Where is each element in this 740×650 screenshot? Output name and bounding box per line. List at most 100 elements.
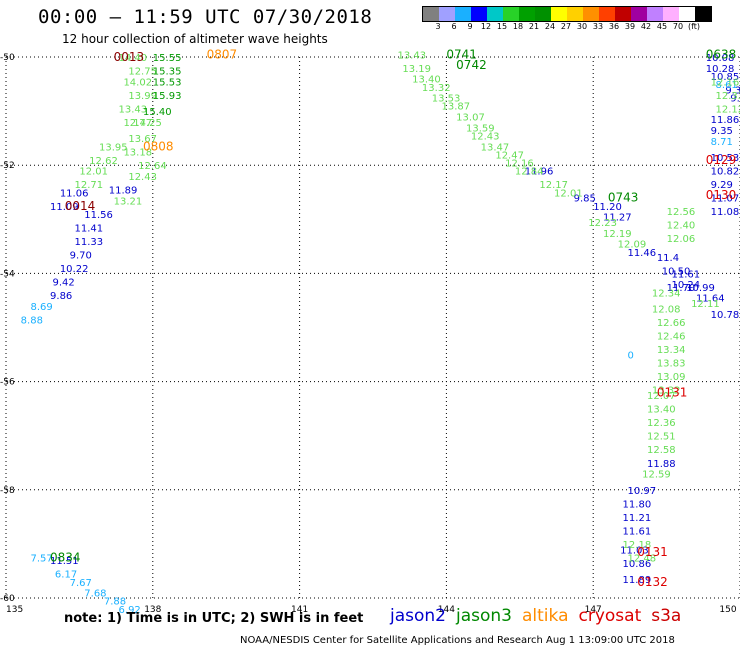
wave-height-point: 9.35 bbox=[711, 126, 733, 137]
satellite-label-jason3: jason3 bbox=[456, 606, 512, 626]
wave-height-point: 12.33 bbox=[716, 91, 740, 102]
wave-height-point: 12.59 bbox=[642, 470, 671, 481]
wave-height-point: 10.78 bbox=[711, 310, 740, 321]
pass-time-label: 0131 bbox=[637, 545, 668, 559]
wave-height-point: 9.36 bbox=[725, 85, 740, 96]
wave-height-point: 10.22 bbox=[60, 264, 89, 275]
wave-height-point: 11.89 bbox=[109, 186, 138, 197]
lon-tick-label: 150 bbox=[719, 605, 736, 615]
wave-height-point: 15.53 bbox=[153, 77, 182, 88]
wave-height-point: 13.40 bbox=[647, 405, 676, 416]
wave-height-point: 13.43 bbox=[119, 104, 148, 115]
wave-height-point: 13.32 bbox=[422, 83, 451, 94]
legend-tick: 6 bbox=[451, 22, 457, 31]
wave-height-point: 11.61 bbox=[623, 526, 652, 537]
wave-height-point: 12.75 bbox=[128, 67, 157, 78]
legend-swatch bbox=[535, 7, 551, 21]
lat-tick-label: -56 bbox=[0, 378, 15, 388]
wave-height-point: 11.41 bbox=[75, 223, 104, 234]
wave-height-point: 9.42 bbox=[52, 278, 74, 289]
wave-height-point: 15.93 bbox=[153, 91, 182, 102]
wave-height-point: 15.40 bbox=[143, 107, 172, 118]
wave-height-point: 11.33 bbox=[75, 237, 104, 248]
legend-tick: 39 bbox=[624, 22, 636, 31]
wave-height-point: 12.36 bbox=[647, 418, 676, 429]
pass-time-label: 0132 bbox=[637, 575, 668, 589]
wave-height-point: 11.61 bbox=[671, 269, 700, 280]
pass-time-label: 0131 bbox=[657, 385, 688, 399]
lat-tick-label: -52 bbox=[0, 161, 15, 171]
wave-height-point: 12.08 bbox=[652, 305, 681, 316]
wave-height-point: 11.20 bbox=[593, 202, 622, 213]
legend-swatch bbox=[583, 7, 599, 21]
wave-height-point: 7.68 bbox=[84, 589, 106, 600]
wave-height-point: 8.61 bbox=[716, 80, 738, 91]
lon-tick-label: 144 bbox=[438, 605, 455, 615]
wave-height-point: 11.64 bbox=[696, 294, 725, 305]
wave-height-point: 12.48 bbox=[627, 553, 656, 564]
wave-height-point: 12.11 bbox=[691, 299, 720, 310]
wave-height-point: 10.53 bbox=[711, 153, 740, 164]
wave-height-point: 9.87 bbox=[730, 94, 740, 105]
wave-height-point: 12.09 bbox=[618, 240, 647, 251]
legend-tick: 12 bbox=[480, 22, 492, 31]
wave-height-point: 10.28 bbox=[706, 64, 735, 75]
footer-note: note: 1) Time is in UTC; 2) SWH is in fe… bbox=[64, 611, 364, 626]
legend-tick: 70 bbox=[672, 22, 684, 31]
pass-time-label: 0741 bbox=[446, 47, 477, 61]
wave-height-point: 13.53 bbox=[432, 94, 461, 105]
wave-height-point: 12.66 bbox=[657, 318, 686, 329]
wave-height-point: 10.50 bbox=[662, 267, 691, 278]
wave-height-point: 12.19 bbox=[603, 229, 632, 240]
wave-height-point: 13.09 bbox=[657, 372, 686, 383]
wave-height-point: 10.82 bbox=[711, 167, 740, 178]
wave-height-point: 11.51 bbox=[50, 556, 79, 567]
wave-height-point: 13.59 bbox=[466, 123, 495, 134]
wave-height-point: 10.24 bbox=[671, 280, 700, 291]
satellite-label-altika: altika bbox=[522, 606, 569, 626]
wave-height-points: 11.06 11.09 11.89 11.56 11.41 11.33 9.70 10.22 9… bbox=[21, 50, 740, 616]
wave-height-point: 12.07 bbox=[647, 391, 676, 402]
wave-height-point: 7.57 bbox=[30, 553, 52, 564]
lat-tick-label: -50 bbox=[0, 53, 15, 63]
wave-height-point: 13.67 bbox=[128, 134, 157, 145]
satellite-label-s3a: s3a bbox=[651, 606, 682, 626]
wave-height-point: 12.84 bbox=[515, 167, 544, 178]
lat-tick-label: -54 bbox=[0, 269, 15, 279]
legend-swatch bbox=[567, 7, 583, 21]
legend-swatch bbox=[631, 7, 647, 21]
wave-height-point: 11.09 bbox=[50, 202, 79, 213]
wave-height-point: 11.70 bbox=[667, 283, 696, 294]
wave-height-point: 13.99 bbox=[128, 91, 157, 102]
wave-height-point: 12.58 bbox=[647, 445, 676, 456]
wave-height-point: 12.17 bbox=[539, 180, 568, 191]
lon-tick-label: 135 bbox=[6, 605, 23, 615]
wave-height-point: 12.12 bbox=[716, 104, 740, 115]
wave-height-point: 12.40 bbox=[667, 221, 696, 232]
wave-height-point: 11.46 bbox=[627, 248, 656, 259]
pass-time-label: 0834 bbox=[50, 550, 81, 564]
wave-height-point: 13.83 bbox=[657, 359, 686, 370]
wave-height-point: 7.67 bbox=[70, 578, 92, 589]
pass-time-label: 0808 bbox=[143, 139, 174, 153]
wave-height-point: 12.47 bbox=[495, 150, 524, 161]
legend-tick: 30 bbox=[576, 22, 588, 31]
wave-height-point: 11.86 bbox=[711, 115, 740, 126]
wave-height-point: 13.18 bbox=[123, 148, 152, 159]
wave-height-point: 11.88 bbox=[647, 459, 676, 470]
wave-height-point: 13.07 bbox=[456, 113, 485, 124]
wave-height-point: 0 bbox=[627, 351, 633, 362]
wave-height-point: 12.51 bbox=[647, 432, 676, 443]
wave-height-point: 9.29 bbox=[711, 180, 733, 191]
wave-height-point: 11.96 bbox=[525, 167, 554, 178]
legend-swatch bbox=[695, 7, 711, 21]
wave-height-point: 10.85 bbox=[711, 72, 740, 83]
wave-height-point: 9.86 bbox=[50, 291, 72, 302]
wave-height-point: 9.85 bbox=[574, 194, 596, 205]
legend-tick: 24 bbox=[544, 22, 556, 31]
satellite-label-jason2: jason2 bbox=[390, 606, 446, 626]
legend-swatch bbox=[679, 7, 695, 21]
